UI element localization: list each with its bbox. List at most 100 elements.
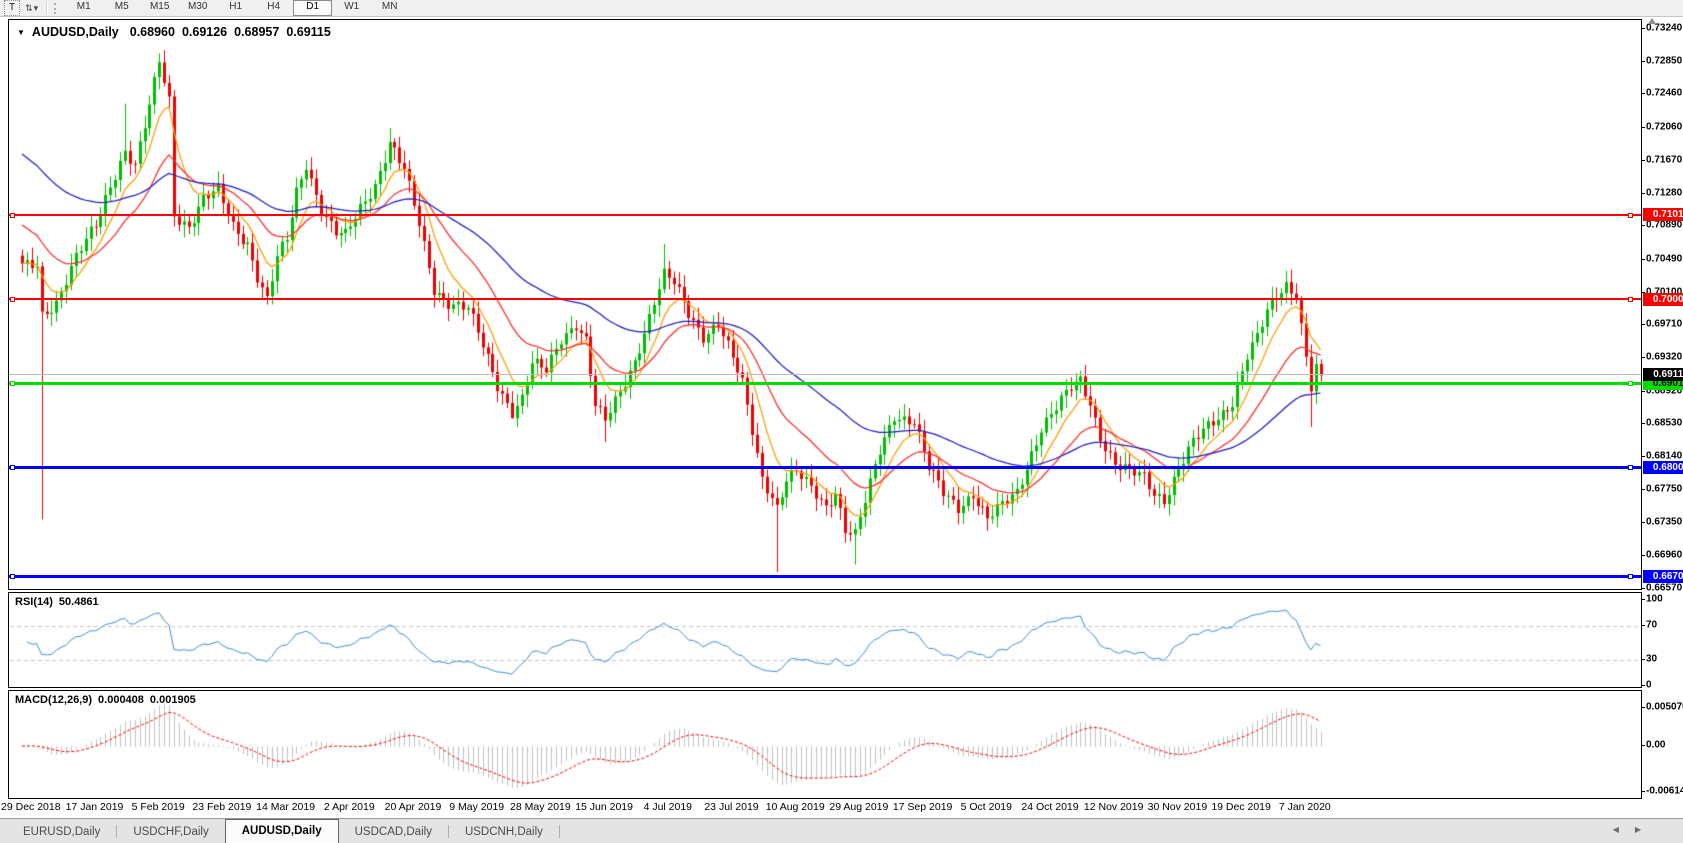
price-tick-label: 0.67750	[1646, 483, 1683, 495]
timeframe-button-m5[interactable]: M5	[114, 1, 129, 12]
timeframe-button-d1[interactable]: D1	[293, 0, 333, 16]
date-tick-label: 15 Jun 2019	[575, 801, 633, 813]
rsi-level-label: 0	[1646, 679, 1652, 691]
date-tick-label: 29 Dec 2018	[1, 801, 61, 813]
price-tick-mark	[1641, 259, 1645, 260]
timeframe-button-m15[interactable]: M15	[149, 1, 170, 12]
macd-value: 0.000408	[98, 694, 144, 706]
date-tick-label: 5 Oct 2019	[960, 801, 1012, 813]
price-line-badge: 0.66706	[1643, 570, 1683, 583]
price-tick-mark	[1641, 423, 1645, 424]
price-tick-label: 0.68530	[1646, 417, 1683, 429]
tab-eurusd[interactable]: EURUSD,Daily	[23, 826, 101, 838]
price-tick-label: 0.67350	[1646, 516, 1683, 528]
bar-open-value: 0.68960	[129, 25, 175, 39]
price-tick-mark	[1641, 456, 1645, 457]
timeframe-button-w1[interactable]: W1	[344, 1, 360, 12]
date-tick-label: 29 Aug 2019	[829, 801, 889, 813]
rsi-label: RSI(14) 50.4861	[15, 596, 99, 608]
objects-dropdown-button[interactable]: ⇅ ▾	[22, 1, 41, 15]
price-tick-mark	[1641, 160, 1645, 161]
price-tick-mark	[1641, 93, 1645, 94]
price-tick-mark	[1641, 588, 1645, 589]
price-tick-label: 0.72060	[1646, 121, 1683, 133]
bar-close-value: 0.69115	[286, 25, 331, 39]
date-tick-label: 12 Nov 2019	[1083, 801, 1144, 813]
tab-separator	[558, 824, 560, 838]
horizontal-line-0.71016[interactable]	[9, 212, 1641, 218]
rsi-level-label: 70	[1646, 619, 1658, 631]
date-tick-label: 10 Aug 2019	[765, 801, 825, 813]
date-tick-label: 28 May 2019	[510, 801, 571, 813]
tab-audusd[interactable]: AUDUSD,Daily	[224, 819, 339, 843]
horizontal-line-0.66706[interactable]	[9, 574, 1641, 579]
timeframe-button-m1[interactable]: M1	[76, 1, 91, 12]
macd-signal-value: 0.001905	[149, 694, 196, 706]
rsi-level-label: 100	[1646, 593, 1663, 605]
line-drag-handle[interactable]	[1628, 212, 1633, 218]
text-tool-button[interactable]: T	[4, 0, 21, 16]
line-drag-handle[interactable]	[10, 574, 15, 579]
rsi-name: RSI(14)	[15, 596, 53, 608]
line-drag-handle[interactable]	[10, 212, 15, 218]
horizontal-line-0.70007[interactable]	[9, 296, 1641, 302]
rsi-tick-mark	[1641, 685, 1645, 686]
line-drag-handle[interactable]	[1628, 574, 1633, 579]
line-drag-handle[interactable]	[1628, 381, 1633, 386]
toolbar-grip-handle[interactable]	[54, 2, 59, 14]
line-drag-handle[interactable]	[10, 465, 15, 470]
price-tick-mark	[1641, 292, 1645, 293]
tab-usdchf[interactable]: USDCHF,Daily	[133, 826, 209, 838]
price-tick-label: 0.70100	[1646, 286, 1683, 298]
macd-label: MACD(12,26,9) 0.000408 0.001905	[15, 694, 196, 706]
date-tick-label: 24 Oct 2019	[1021, 801, 1079, 813]
macd-indicator-panel[interactable]: MACD(12,26,9) 0.000408 0.001905	[8, 690, 1642, 799]
date-tick-label: 5 Feb 2019	[131, 801, 185, 813]
chevron-down-icon: ▾	[33, 2, 39, 13]
price-chart-panel[interactable]: ▼ AUDUSD,Daily 0.68960 0.69126 0.68957 0…	[8, 19, 1642, 590]
rsi-canvas[interactable]	[9, 593, 1641, 687]
macd-level-label: -0.006148	[1646, 785, 1683, 797]
price-line-badge: 0.71016	[1643, 208, 1683, 221]
tab-scroll-right-icon[interactable]: ▶	[1634, 825, 1641, 834]
horizontal-line-0.69010[interactable]	[9, 381, 1641, 386]
rsi-tick-mark	[1641, 659, 1645, 660]
tab-usdcnh[interactable]: USDCNH,Daily	[464, 826, 543, 838]
rsi-tick-mark	[1641, 599, 1645, 600]
tab-usdcad[interactable]: USDCAD,Daily	[354, 826, 432, 838]
current-price-line	[9, 374, 1641, 375]
toolbar-separator	[46, 2, 49, 14]
tab-scroll-buttons: ◀ ▶	[1613, 825, 1641, 834]
date-tick-label: 17 Sep 2019	[892, 801, 953, 813]
price-tick-label: 0.69710	[1646, 318, 1683, 330]
price-tick-label: 0.71670	[1646, 154, 1683, 166]
timeframe-button-m30[interactable]: M30	[187, 1, 208, 12]
price-tick-mark	[1641, 357, 1645, 358]
bar-low-value: 0.68957	[234, 25, 280, 39]
scroll-to-end-icon[interactable]	[1648, 18, 1656, 24]
date-tick-label: 30 Nov 2019	[1147, 801, 1208, 813]
price-tick-mark	[1641, 324, 1645, 325]
macd-canvas[interactable]	[9, 691, 1641, 798]
timeframe-button-h4[interactable]: H4	[267, 1, 281, 12]
rsi-indicator-panel[interactable]: RSI(14) 50.4861	[8, 592, 1642, 688]
candlestick-chart-canvas[interactable]	[9, 20, 1641, 589]
tab-scroll-left-icon[interactable]: ◀	[1612, 825, 1619, 834]
price-tick-label: 0.68920	[1646, 385, 1683, 397]
timeframe-button-h1[interactable]: H1	[229, 1, 243, 12]
line-drag-handle[interactable]	[10, 296, 15, 302]
price-tick-mark	[1641, 391, 1645, 392]
line-drag-handle[interactable]	[1628, 465, 1633, 470]
line-drag-handle[interactable]	[10, 381, 15, 386]
price-tick-mark	[1641, 193, 1645, 194]
line-drag-handle[interactable]	[1628, 296, 1633, 302]
date-tick-label: 20 Apr 2019	[384, 801, 442, 813]
chart-dropdown-icon[interactable]: ▼	[17, 27, 25, 37]
horizontal-line-0.68000[interactable]	[9, 465, 1641, 470]
price-tick-label: 0.72460	[1646, 87, 1683, 99]
price-tick-label: 0.70490	[1646, 253, 1683, 265]
date-tick-label: 23 Jul 2019	[704, 801, 759, 813]
timeframe-button-mn[interactable]: MN	[381, 1, 398, 12]
date-tick-label: 17 Jan 2019	[65, 801, 124, 813]
